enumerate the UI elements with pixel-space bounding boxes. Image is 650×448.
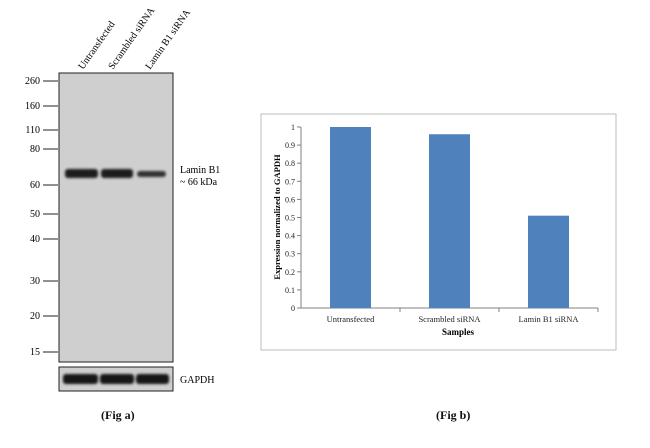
x-tick-label: Scrambled siRNA — [418, 314, 481, 324]
y-tick-label: 0.5 — [285, 214, 295, 223]
lamin-band-scrambled — [101, 169, 133, 178]
gapdh-band-scrambled — [100, 374, 134, 384]
y-axis-label: Expression normalized to GAPDH — [272, 154, 282, 280]
y-tick-label: 0 — [291, 304, 295, 313]
mw-marker-110: 110 — [25, 125, 40, 136]
band-label-lamin-b1: Lamin B1 — [180, 165, 220, 176]
y-tick-label: 0.1 — [285, 286, 295, 295]
x-tick-label: Lamin B1 siRNA — [519, 314, 580, 324]
gapdh-band-knockdown — [136, 374, 169, 384]
mw-marker-30: 30 — [30, 276, 40, 287]
y-tick-label: 0.7 — [285, 177, 295, 186]
gapdh-band-untransfected — [63, 374, 98, 384]
y-tick-label: 1 — [291, 123, 295, 132]
caption-fig-b: (Fig b) — [436, 408, 471, 422]
mw-marker-260: 260 — [25, 76, 40, 87]
mw-marker-80: 80 — [30, 144, 40, 155]
lamin-band-untransfected — [65, 169, 98, 178]
gapdh-bands — [63, 374, 169, 384]
mw-marker-50: 50 — [30, 209, 40, 220]
band-label-size: ~ 66 kDa — [180, 177, 218, 188]
y-tick-label: 0.9 — [285, 141, 295, 150]
mw-marker-20: 20 — [30, 311, 40, 322]
y-tick-label: 0.4 — [285, 232, 295, 241]
mw-markers: 260 160 110 80 60 50 40 30 20 15 — [25, 76, 58, 358]
y-tick-label: 0.8 — [285, 159, 295, 168]
y-tick-label: 0.6 — [285, 195, 295, 204]
y-tick-label: 0.2 — [285, 268, 295, 277]
mw-marker-60: 60 — [30, 180, 40, 191]
mw-marker-15: 15 — [30, 347, 40, 358]
mw-marker-160: 160 — [25, 101, 40, 112]
x-axis-label: Samples — [442, 327, 475, 337]
lamin-band-knockdown — [137, 171, 166, 177]
mw-marker-40: 40 — [30, 234, 40, 245]
bar — [429, 134, 470, 308]
lamin-b1-bands — [65, 169, 166, 178]
bar — [528, 215, 569, 308]
x-tick-label: Untransfected — [327, 314, 375, 324]
bar — [330, 127, 371, 308]
caption-fig-a: (Fig a) — [101, 408, 135, 422]
y-tick-label: 0.3 — [285, 250, 295, 259]
gapdh-label: GAPDH — [180, 375, 214, 386]
blot-membrane-main — [58, 72, 174, 363]
